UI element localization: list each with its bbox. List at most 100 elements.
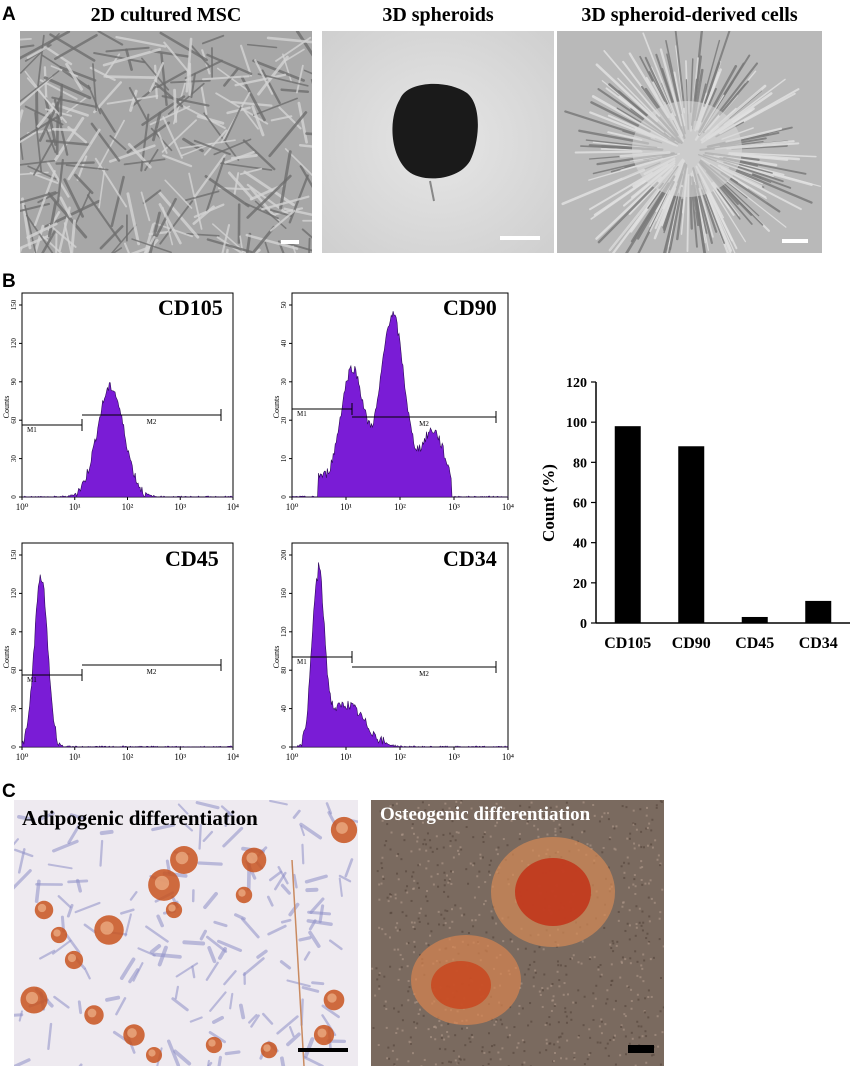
bars: [614, 426, 832, 623]
histogram-gate-label: M1: [27, 676, 37, 684]
y-tick-label: 100: [566, 416, 587, 431]
y-tick-label: 60: [573, 497, 587, 512]
histogram-gate-label: M2: [419, 420, 429, 428]
histogram-x-tick: 10⁰: [16, 752, 29, 762]
histogram-y-tick: 160: [280, 588, 288, 599]
histogram-y-tick: 0: [280, 495, 288, 499]
histogram-y-axis-label: Counts: [2, 646, 11, 669]
histogram-y-tick: 120: [10, 338, 18, 349]
histogram-x-tick: 10²: [122, 502, 134, 512]
histogram-marker-label: CD90: [443, 295, 497, 320]
histogram-y-tick: 40: [280, 705, 288, 713]
scale-bar: [298, 1048, 348, 1052]
micrograph-2d-msc: [20, 31, 312, 253]
histogram-y-axis-label: Counts: [272, 646, 281, 669]
histogram-gate-label: M1: [297, 410, 307, 418]
histogram-y-tick: 0: [10, 745, 18, 749]
histogram-y-tick: 10: [280, 455, 288, 463]
y-ticks: 0 20 40 60 80 100 120: [566, 376, 596, 632]
scale-bar: [281, 240, 299, 244]
histogram-distribution: [291, 311, 509, 498]
histogram-x-tick: 10¹: [69, 752, 81, 762]
bar-cd105: [614, 426, 641, 623]
histogram-y-tick: 20: [280, 416, 288, 424]
histogram-y-axis-label: Counts: [2, 396, 11, 419]
x-tick-label: CD45: [735, 635, 774, 652]
histogram-gate-label: M1: [27, 426, 37, 434]
histogram-y-tick: 150: [10, 299, 18, 310]
histogram-x-tick: 10⁴: [502, 752, 514, 762]
histogram-cd34: Counts 0 40 80 120 160 200 10⁰ 10¹ 10² 10³ 10⁴ M1 M2: [272, 542, 514, 762]
panel-a-label: A: [2, 4, 16, 25]
histogram-distribution: [292, 562, 509, 748]
y-tick-label: 120: [566, 376, 587, 391]
histogram-distribution: [21, 574, 234, 748]
histogram-x-tick: 10⁰: [286, 502, 299, 512]
bar-cd90: [678, 446, 705, 623]
histogram-y-axis-label: Counts: [272, 396, 281, 419]
panel-b-label: B: [2, 271, 16, 292]
micrograph-osteogenic: [371, 800, 664, 1066]
scale-bar: [500, 236, 540, 240]
histogram-x-tick: 10³: [448, 502, 460, 512]
bar-cd45: [741, 616, 768, 623]
histogram-x-tick: 10²: [394, 502, 406, 512]
image-title-osteogenic: Osteogenic differentiation: [380, 804, 591, 825]
image-title-2d-msc: 2D cultured MSC: [90, 4, 242, 26]
histogram-x-tick: 10³: [174, 752, 186, 762]
histogram-y-tick: 30: [280, 378, 288, 386]
image-title-spheroid-derived: 3D spheroid-derived cells: [581, 4, 798, 26]
histogram-distribution: [22, 382, 234, 498]
bar-cd34: [805, 600, 832, 623]
histogram-gate-label: M1: [297, 658, 307, 666]
histogram-x-tick: 10⁰: [16, 502, 29, 512]
histogram-y-tick: 30: [10, 455, 18, 463]
histogram-y-tick: 50: [280, 301, 288, 309]
histogram-x-tick: 10³: [448, 752, 460, 762]
y-tick-label: 0: [580, 617, 587, 632]
histogram-y-tick: 200: [280, 549, 288, 560]
x-tick-labels: CD105 CD90 CD45 CD34: [604, 635, 838, 652]
y-axis-label: Count (%): [539, 464, 558, 542]
histogram-gate-label: M2: [147, 668, 157, 676]
histogram-marker-label: CD45: [165, 546, 219, 571]
histogram-x-tick: 10²: [122, 752, 134, 762]
image-title-adipogenic: Adipogenic differentiation: [22, 806, 258, 830]
scale-bar: [782, 239, 808, 243]
histogram-x-tick: 10¹: [340, 752, 352, 762]
histogram-x-tick: 10²: [394, 752, 406, 762]
histogram-y-tick: 120: [10, 588, 18, 599]
y-tick-label: 20: [573, 577, 587, 592]
histogram-gate-label: M2: [419, 670, 429, 678]
histogram-x-tick: 10¹: [340, 502, 352, 512]
histogram-cd45: Counts 0 30 60 90 120 150 10⁰ 10¹ 10² 10³ 10⁴ M1 M2: [2, 542, 239, 762]
histogram-y-tick: 90: [10, 628, 18, 636]
histogram-y-tick: 80: [280, 666, 288, 674]
histogram-y-tick: 60: [10, 666, 18, 674]
histogram-x-tick: 10⁴: [502, 502, 514, 512]
histogram-y-tick: 90: [10, 378, 18, 386]
x-tick-label: CD105: [604, 635, 651, 652]
micrograph-spheroid-derived: [557, 31, 822, 253]
histogram-x-tick: 10³: [174, 502, 186, 512]
histogram-y-tick: 120: [280, 626, 288, 637]
histogram-x-tick: 10⁴: [227, 502, 239, 512]
x-tick-label: CD90: [672, 635, 711, 652]
histogram-y-tick: 150: [10, 549, 18, 560]
histogram-x-tick: 10⁴: [227, 752, 239, 762]
histogram-gate-label: M2: [147, 418, 157, 426]
histogram-x-tick: 10⁰: [286, 752, 299, 762]
histogram-marker-label: CD34: [443, 546, 497, 571]
micrograph-adipogenic: [14, 800, 358, 1066]
histogram-y-tick: 0: [280, 745, 288, 749]
micrograph-3d-spheroid: [322, 31, 554, 253]
y-tick-label: 80: [573, 456, 587, 471]
histogram-cd90: Counts 0 10 20 30 40 50 10⁰ 10¹ 10² 10³ 10⁴ M1 M2: [272, 292, 514, 512]
scale-bar: [628, 1045, 654, 1053]
histogram-cd105: Counts 0 30 60 90 120 150 10⁰ 10¹ 10² 10³ 10⁴ M1 M2: [2, 292, 239, 512]
y-tick-label: 40: [573, 537, 587, 552]
x-tick-label: CD34: [799, 635, 838, 652]
histogram-y-tick: 0: [10, 495, 18, 499]
histogram-marker-label: CD105: [158, 295, 223, 320]
